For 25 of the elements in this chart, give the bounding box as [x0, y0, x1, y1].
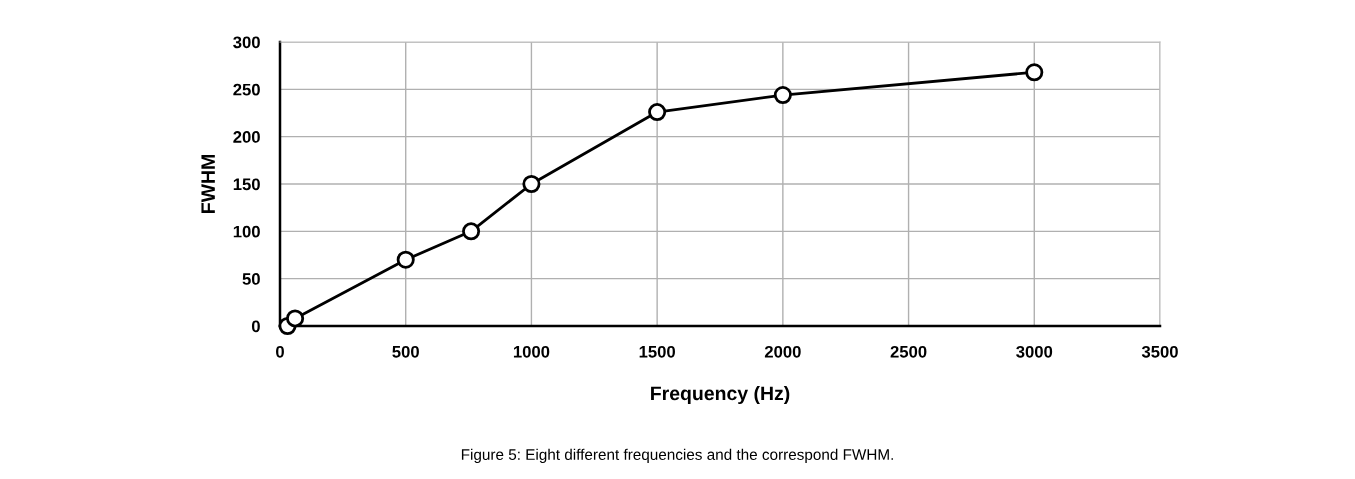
x-tick-label: 3500: [1141, 345, 1178, 358]
x-tick-label: 2000: [764, 345, 801, 358]
point: [773, 85, 792, 105]
y-tick-label: 250: [233, 83, 260, 96]
x-tick-label: 1500: [639, 345, 675, 358]
y-tick-label: 0: [251, 320, 260, 333]
point: [522, 174, 541, 194]
y-tick-label: 150: [233, 178, 260, 191]
y-tick-label: 50: [242, 273, 260, 285]
point: [462, 222, 481, 241]
point: [396, 250, 415, 269]
x-tick-label: 1000: [513, 345, 550, 358]
y-axis-title: FWHM: [201, 155, 215, 213]
point: [286, 309, 305, 328]
point: [1025, 63, 1044, 82]
x-axis-title: Frequency (Hz): [651, 385, 790, 405]
x-tick-label: 3000: [1016, 345, 1053, 358]
point: [648, 103, 667, 122]
x-tick-label: 0: [276, 345, 284, 358]
y-tick-label: 300: [233, 36, 260, 49]
y-tick-label: 100: [233, 225, 260, 238]
x-tick-label: 2500: [890, 345, 927, 358]
caption: Figure 5: Eight different frequencies and the correspond FWHM.: [461, 448, 893, 464]
x-tick-label: 500: [392, 345, 419, 358]
y-tick-label: 200: [233, 131, 260, 143]
